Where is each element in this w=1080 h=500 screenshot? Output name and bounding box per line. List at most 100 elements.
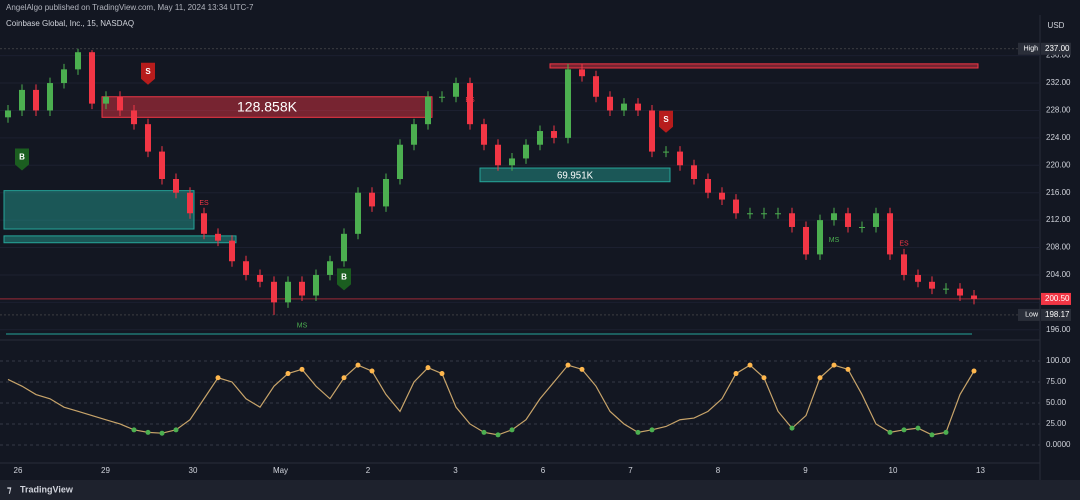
x-tick-label: 13 (976, 466, 985, 475)
zone (3, 235, 237, 244)
candle-body (649, 110, 655, 152)
candle-body (355, 192, 361, 234)
y-tick-label: 220.00 (1046, 160, 1071, 169)
y-tick-label: 236.00 (1046, 51, 1071, 60)
x-tick-label: 2 (366, 466, 371, 475)
zone (101, 96, 433, 118)
candle-body (229, 240, 235, 262)
candle-body (915, 274, 921, 282)
note-label: MS (297, 323, 308, 330)
candle-body (173, 179, 179, 193)
candle-body (775, 213, 781, 215)
oscillator-line (7, 364, 975, 436)
candle-body (327, 261, 333, 275)
oscillator-dot (761, 375, 767, 381)
note-label: MS (829, 237, 840, 244)
candle-body (159, 151, 165, 179)
candle-body (453, 83, 459, 97)
oscillator-dot (789, 425, 795, 431)
oscillator-dot (915, 425, 921, 431)
candle-body (887, 213, 893, 255)
candle-body (47, 83, 53, 111)
oscillator-dot (425, 365, 431, 371)
signal-flag (337, 268, 351, 291)
level-value: 200.50 (1045, 294, 1070, 303)
oscillator-dot (509, 427, 515, 433)
candle-body (565, 69, 571, 138)
y-tick-label: 212.00 (1046, 215, 1071, 224)
x-tick-label: 8 (716, 466, 721, 475)
signal-flag (659, 110, 673, 133)
candle-body (831, 213, 837, 221)
candle-body (677, 151, 683, 166)
x-tick-label: 7 (628, 466, 633, 475)
candle-body (957, 288, 963, 296)
candle-body (341, 233, 347, 262)
candle-body (691, 165, 697, 179)
candle-body (733, 199, 739, 214)
candle-body (257, 274, 263, 282)
signal-flag (15, 148, 29, 171)
signal-label: B (341, 272, 347, 281)
oscillator-dot (733, 371, 739, 377)
x-tick-label: May (273, 466, 288, 475)
osc-tick-label: 50.00 (1046, 398, 1067, 407)
oscillator-dot (173, 427, 179, 433)
candle-body (481, 124, 487, 145)
oscillator-dot (579, 366, 585, 372)
y-tick-label: 196.00 (1046, 325, 1071, 334)
oscillator-dot (481, 429, 487, 435)
candle-body (75, 52, 81, 70)
candle-body (117, 96, 123, 111)
oscillator-dot (845, 366, 851, 372)
oscillator-dot (635, 429, 641, 435)
candle-body (747, 213, 753, 215)
signal-label: S (145, 67, 151, 76)
candle-body (817, 220, 823, 255)
oscillator-dot (901, 427, 907, 433)
candle-body (929, 281, 935, 289)
candle-body (803, 226, 809, 255)
oscillator-dot (215, 375, 221, 381)
candle-body (369, 192, 375, 207)
candle-body (89, 52, 95, 104)
candle-body (859, 226, 865, 228)
currency: USD (1048, 21, 1065, 30)
candle-body (33, 89, 39, 111)
candle-body (495, 144, 501, 166)
candle-body (397, 144, 403, 179)
candle-body (537, 131, 543, 145)
candle-body (19, 89, 25, 111)
candle-body (635, 103, 641, 111)
candle-body (621, 103, 627, 111)
candle-body (187, 192, 193, 214)
x-tick-label: 26 (14, 466, 23, 475)
oscillator-dot (355, 362, 361, 368)
note-label: ES (899, 240, 909, 247)
candle-body (551, 131, 557, 138)
oscillator-dot (747, 362, 753, 368)
candle-body (467, 83, 473, 125)
candle-body (439, 96, 445, 98)
x-tick-label: 30 (189, 466, 198, 475)
level-box (1041, 308, 1071, 321)
x-tick-label: 6 (541, 466, 546, 475)
level-name-box (1018, 42, 1040, 55)
candle-body (873, 213, 879, 227)
candle-body (103, 96, 109, 104)
level-name-box (1018, 308, 1040, 321)
signal-label: B (19, 153, 25, 162)
zone (3, 190, 195, 230)
y-tick-label: 204.00 (1046, 270, 1071, 279)
candle-body (579, 69, 585, 77)
candle-body (705, 179, 711, 193)
note-label: ES (465, 97, 475, 104)
oscillator-dot (649, 427, 655, 433)
candle-body (789, 213, 795, 227)
oscillator-dot (285, 371, 291, 377)
level-name: Low (1025, 312, 1039, 319)
x-tick-label: 9 (803, 466, 808, 475)
osc-tick-label: 100.00 (1046, 356, 1071, 365)
candle-body (215, 233, 221, 241)
candle-body (271, 281, 277, 303)
